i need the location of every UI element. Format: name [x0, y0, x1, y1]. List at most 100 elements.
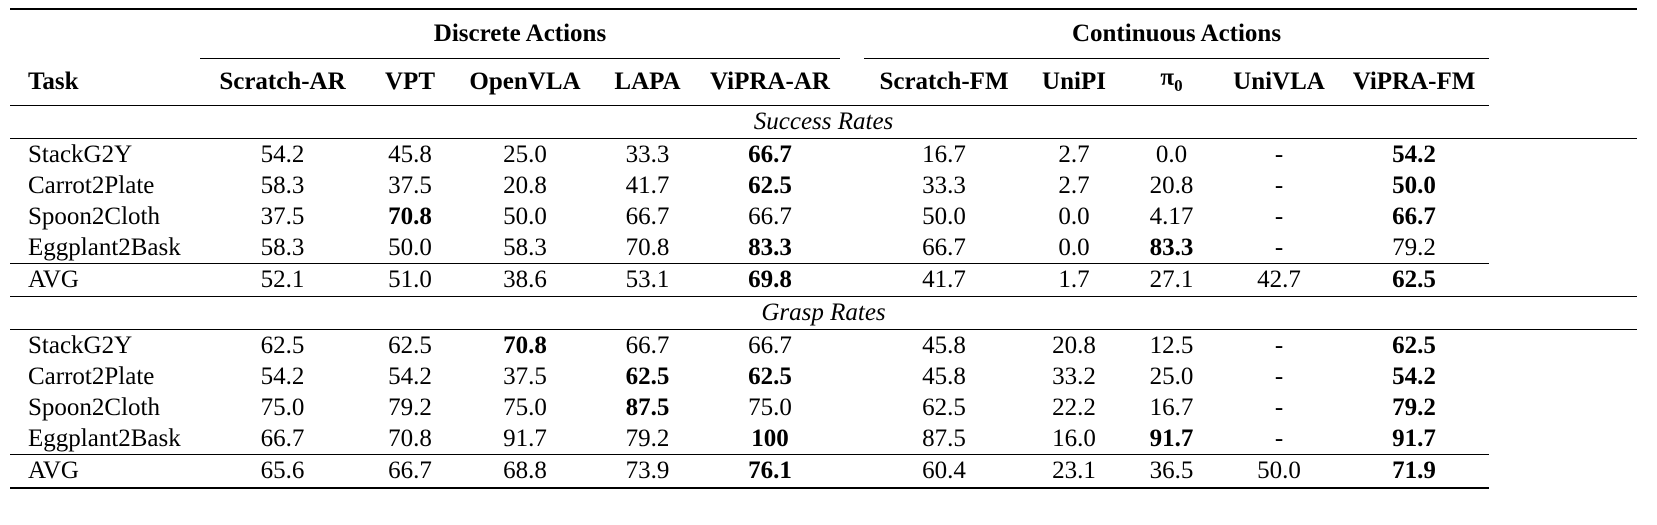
value-cell: 65.6: [200, 454, 365, 489]
value-cell: 66.7: [1392, 202, 1436, 230]
value-cell: 50.0: [503, 202, 547, 230]
value-cell: 76.1: [700, 454, 840, 489]
value-cell: 66.7: [625, 331, 670, 359]
value-cell: 25.0: [1149, 362, 1194, 390]
value-cell: 58.3: [260, 233, 305, 261]
group-header-row: Discrete Actions Continuous Actions: [10, 9, 1638, 59]
task-cell: Eggplant2Bask: [28, 233, 181, 261]
value-cell: 71.9: [1339, 454, 1490, 489]
gap-cell: [840, 201, 864, 232]
task-cell: Spoon2Cloth: [28, 202, 160, 230]
value-cell: 79.2: [625, 424, 670, 452]
value-cell: 37.5: [503, 362, 547, 390]
value-cell: 91.7: [1149, 424, 1194, 452]
col-header-scratch-fm: Scratch-FM: [864, 58, 1024, 106]
value-cell: 70.8: [388, 424, 432, 452]
value-cell: 70.8: [503, 331, 547, 359]
gap-cell: [840, 170, 864, 201]
avg-row: AVG 52.1 51.0 38.6 53.1 69.8 41.7 1.7 27.1 42.7 62…: [10, 263, 1637, 297]
value-cell: 66.7: [625, 202, 670, 230]
table-row: StackG2Y 54.2 45.8 25.0 33.3 66.7 16.7 2.7 0.0 - 5…: [10, 139, 1637, 171]
value-cell: 51.0: [365, 263, 455, 297]
value-cell: 33.3: [922, 171, 966, 199]
col-header-openvla: OpenVLA: [455, 58, 595, 106]
section-title: Success Rates: [10, 105, 1638, 139]
task-cell: Carrot2Plate: [28, 362, 155, 390]
value-cell: 62.5: [625, 362, 670, 390]
value-cell: 0.0: [1058, 202, 1090, 230]
value-cell: 50.0: [1219, 454, 1339, 489]
value-cell: 60.4: [864, 454, 1024, 489]
value-cell: 27.1: [1124, 263, 1219, 297]
value-cell: 66.7: [922, 233, 966, 261]
value-cell: 20.8: [1149, 171, 1194, 199]
value-cell: 20.8: [1052, 331, 1096, 359]
value-cell: 68.8: [455, 454, 595, 489]
value-cell: 36.5: [1124, 454, 1219, 489]
value-cell: 33.2: [1052, 362, 1096, 390]
value-cell: 62.5: [922, 393, 966, 421]
task-cell: StackG2Y: [28, 140, 133, 168]
value-cell: 50.0: [388, 233, 432, 261]
value-cell: 87.5: [922, 424, 966, 452]
col-header-unipi: UniPI: [1024, 58, 1124, 106]
table-row: StackG2Y 62.5 62.5 70.8 66.7 66.7 45.8 20.8 12.5…: [10, 330, 1637, 362]
value-cell: 1.7: [1024, 263, 1124, 297]
results-body: Success Rates StackG2Y 54.2 45.8 25.0 33.3 66.…: [10, 105, 1638, 489]
value-cell: 16.7: [1149, 393, 1194, 421]
value-cell: 79.2: [1392, 393, 1436, 421]
table-row: Carrot2Plate 58.3 37.5 20.8 41.7 62.5 33.3 2.7 2…: [10, 170, 1637, 201]
value-cell: 4.17: [1149, 202, 1194, 230]
results-table-container: Discrete Actions Continuous Actions Task…: [10, 8, 1638, 489]
value-cell: 66.7: [748, 140, 792, 168]
task-cell: AVG: [10, 454, 200, 489]
value-cell: 75.0: [260, 393, 305, 421]
gap-cell: [840, 139, 864, 171]
value-cell: 54.2: [1392, 362, 1436, 390]
value-cell: 66.7: [748, 331, 792, 359]
value-cell: 52.1: [200, 263, 365, 297]
value-cell: 42.7: [1219, 263, 1339, 297]
col-header-vipra-ar: ViPRA-AR: [700, 58, 840, 106]
value-cell: 45.8: [922, 362, 966, 390]
value-cell: 54.2: [1392, 140, 1436, 168]
value-cell: 22.2: [1052, 393, 1096, 421]
table-row: Carrot2Plate 54.2 54.2 37.5 62.5 62.5 45.8 33.2…: [10, 361, 1637, 392]
value-cell: 50.0: [922, 202, 966, 230]
value-cell: 66.7: [748, 202, 792, 230]
value-cell: -: [1274, 233, 1284, 261]
value-cell: 25.0: [503, 140, 547, 168]
value-cell: 58.3: [260, 171, 305, 199]
col-header-scratch-ar: Scratch-AR: [200, 58, 365, 106]
gap-cell: [840, 392, 864, 423]
value-cell: 37.5: [388, 171, 432, 199]
discrete-actions-header: Discrete Actions: [200, 9, 840, 59]
value-cell: -: [1274, 424, 1284, 452]
value-cell: 91.7: [503, 424, 547, 452]
value-cell: 62.5: [388, 331, 432, 359]
value-cell: 41.7: [864, 263, 1024, 297]
value-cell: 69.8: [700, 263, 840, 297]
gap-cell: [840, 263, 864, 297]
col-header-vipra-fm: ViPRA-FM: [1339, 58, 1490, 106]
value-cell: 79.2: [388, 393, 432, 421]
value-cell: 45.8: [388, 140, 432, 168]
value-cell: 50.0: [1392, 171, 1436, 199]
continuous-actions-header: Continuous Actions: [864, 9, 1490, 59]
value-cell: -: [1274, 331, 1284, 359]
value-cell: 45.8: [922, 331, 966, 359]
value-cell: 62.5: [1392, 331, 1436, 359]
value-cell: 66.7: [365, 454, 455, 489]
column-header-row: Task Scratch-AR VPT OpenVLA LAPA ViPRA-AR Scr…: [10, 58, 1637, 106]
col-header-vpt: VPT: [365, 58, 455, 106]
value-cell: 91.7: [1392, 424, 1436, 452]
table-row: Spoon2Cloth 75.0 79.2 75.0 87.5 75.0 62.5 22.2 1…: [10, 392, 1637, 423]
avg-row: AVG 65.6 66.7 68.8 73.9 76.1 60.4 23.1 36.5 50.0 7…: [10, 454, 1637, 489]
gap-cell: [840, 232, 864, 264]
value-cell: 83.3: [1149, 233, 1194, 261]
value-cell: 62.5: [1339, 263, 1490, 297]
value-cell: 83.3: [748, 233, 792, 261]
task-header: Task: [10, 58, 200, 106]
gap-cell: [840, 361, 864, 392]
value-cell: -: [1274, 140, 1284, 168]
